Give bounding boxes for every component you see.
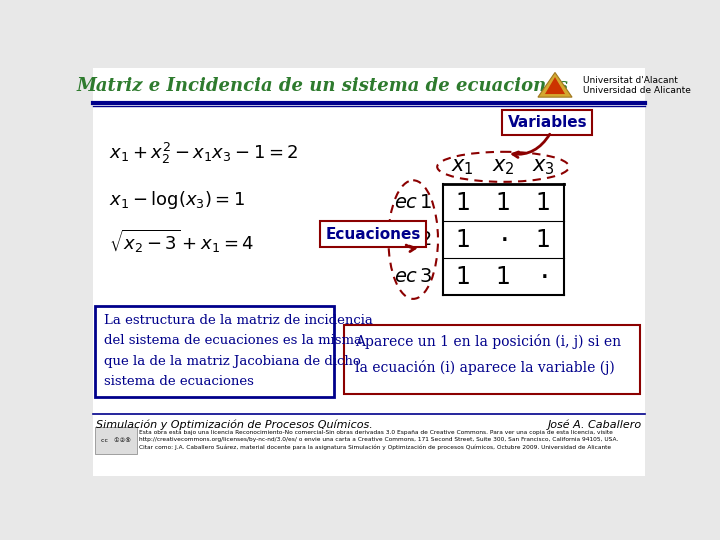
Text: Aparece un 1 en la posición (i, j) si en
la ecuación (i) aparece la variable (j): Aparece un 1 en la posición (i, j) si en… xyxy=(355,334,621,375)
Text: $x_1$: $x_1$ xyxy=(451,157,474,177)
Text: $ec\,3$: $ec\,3$ xyxy=(394,267,433,286)
Text: 1: 1 xyxy=(455,265,470,288)
Text: 1: 1 xyxy=(536,227,551,252)
Text: Matriz e Incidencia de un sistema de ecuaciones: Matriz e Incidencia de un sistema de ecu… xyxy=(76,77,568,96)
Text: Esta obra está bajo una licencia Reconocimiento-No comercial-Sin obras derivadas: Esta obra está bajo una licencia Reconoc… xyxy=(139,429,618,450)
Text: La estructura de la matriz de incidencia
del sistema de ecuaciones es la misma
q: La estructura de la matriz de incidencia… xyxy=(104,314,373,388)
FancyBboxPatch shape xyxy=(94,306,334,397)
Text: 1: 1 xyxy=(455,227,470,252)
Polygon shape xyxy=(545,77,565,94)
Text: José A. Caballero: José A. Caballero xyxy=(548,419,642,429)
Text: $\cdot$: $\cdot$ xyxy=(539,262,548,291)
Polygon shape xyxy=(538,72,572,97)
Text: $ec\,2$: $ec\,2$ xyxy=(394,230,432,249)
FancyBboxPatch shape xyxy=(93,68,645,476)
Text: Variables: Variables xyxy=(508,115,587,130)
Text: $\cdot$: $\cdot$ xyxy=(499,225,508,254)
Text: $x_1 + x_2^2 - x_1 x_3 - 1 = 2$: $x_1 + x_2^2 - x_1 x_3 - 1 = 2$ xyxy=(109,141,299,166)
Text: cc   ①②⑤: cc ①②⑤ xyxy=(102,438,131,443)
Text: $ec\,1$: $ec\,1$ xyxy=(394,193,433,212)
Text: 1: 1 xyxy=(536,191,551,214)
Text: $x_3$: $x_3$ xyxy=(532,157,555,177)
Text: Simulación y Optimización de Procesos Químicos.: Simulación y Optimización de Procesos Qu… xyxy=(96,419,373,429)
Text: $x_1 - \log(x_3) = 1$: $x_1 - \log(x_3) = 1$ xyxy=(109,188,246,211)
Text: 1: 1 xyxy=(455,191,470,214)
FancyBboxPatch shape xyxy=(344,325,640,394)
Text: $\sqrt{x_2 - 3} + x_1 = 4$: $\sqrt{x_2 - 3} + x_1 = 4$ xyxy=(109,228,255,255)
Text: Universitat d'Alacant: Universitat d'Alacant xyxy=(583,76,678,85)
Text: 1: 1 xyxy=(495,265,510,288)
Text: Ecuaciones: Ecuaciones xyxy=(325,227,420,242)
Text: Universidad de Alicante: Universidad de Alicante xyxy=(583,86,690,94)
FancyBboxPatch shape xyxy=(96,428,138,454)
Text: $x_2$: $x_2$ xyxy=(492,157,515,177)
Text: 1: 1 xyxy=(495,191,510,214)
FancyBboxPatch shape xyxy=(93,68,645,103)
